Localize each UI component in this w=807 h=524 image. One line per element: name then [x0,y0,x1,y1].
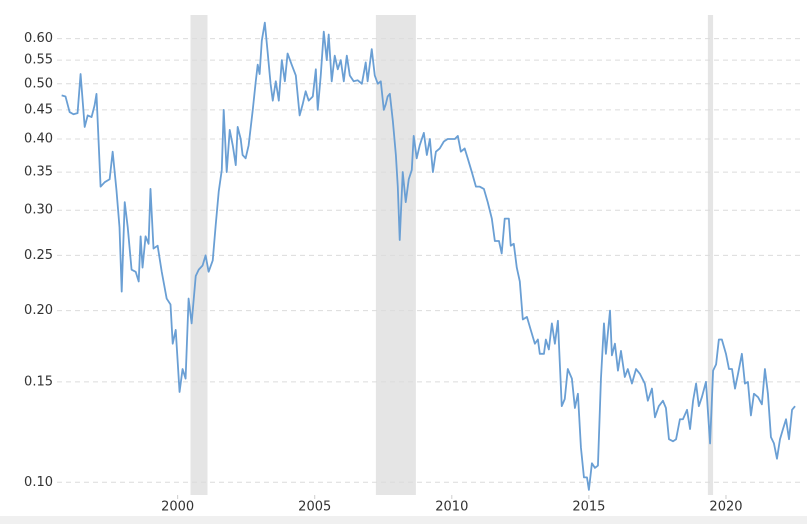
line-series [61,21,796,491]
x-tick-label: 2000 [161,500,194,515]
y-tick-label: 0.50 [24,76,53,91]
y-tick-label: 0.15 [24,374,53,389]
recession-band [190,15,208,495]
bottom-strip [0,516,807,524]
y-tick-label: 0.40 [24,132,53,147]
y-tick-label: 0.10 [24,475,53,490]
y-tick-label: 0.30 [24,203,53,218]
y-tick-label: 0.45 [24,102,53,117]
y-tick-label: 0.35 [24,165,53,180]
recession-band [707,15,714,495]
y-tick-label: 0.60 [24,31,53,46]
y-tick-label: 0.20 [24,303,53,318]
y-tick-label: 0.25 [24,248,53,263]
x-tick-label: 2020 [709,500,742,515]
x-tick-label: 2005 [298,500,331,515]
x-tick-label: 2010 [435,500,468,515]
x-tick-label: 2015 [572,500,605,515]
y-tick-label: 0.55 [24,53,53,68]
